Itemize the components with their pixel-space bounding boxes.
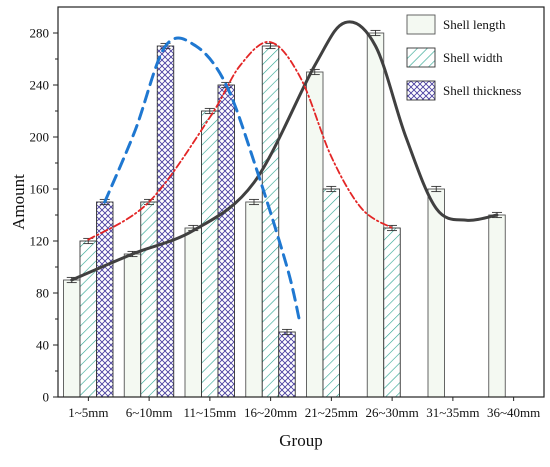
legend-label: Shell thickness (443, 83, 521, 98)
x-tick-label: 21~25mm (305, 405, 358, 420)
bar-shell-length-0 (63, 279, 81, 398)
legend-item-shell-thickness: Shell thickness (406, 80, 521, 101)
bar-shell-length-6 (427, 188, 445, 398)
x-tick-label: 36~40mm (487, 405, 540, 420)
legend-label: Shell length (443, 17, 506, 32)
x-tick-label: 6~10mm (126, 405, 173, 420)
bar-shell-length-1 (123, 253, 142, 398)
axes-layer: 0 40 80 120 160 200 240 280 1~5mm 6~10mm 11~15mm 16… (9, 6, 545, 450)
x-axis-title: Group (279, 431, 322, 450)
y-tick-label: 80 (36, 286, 49, 301)
plot-frame (57, 6, 545, 398)
y-axis-title: Amount (9, 174, 28, 230)
bar-shell-thickness-1 (156, 45, 175, 398)
bar-shell-length-2 (184, 227, 202, 398)
x-tick-label: 26~30mm (365, 405, 418, 420)
bar-shell-width-1 (140, 201, 158, 398)
fit-curve-shell-length (70, 20, 499, 282)
bar-shell-length-7 (488, 214, 506, 398)
x-tick-label: 1~5mm (68, 405, 108, 420)
x-tick-label: 16~20mm (244, 405, 297, 420)
x-tick-label: 31~35mm (426, 405, 479, 420)
error-bar (282, 328, 292, 336)
error-bar (431, 185, 442, 193)
legend-swatch (406, 80, 436, 101)
bar-shell-width-0 (79, 240, 97, 398)
bar-shell-width-3 (261, 45, 280, 398)
legend-item-shell-width: Shell width (406, 47, 503, 68)
legend-label: Shell width (443, 50, 503, 65)
fit-curves-layer (70, 20, 499, 321)
bar-shell-width-2 (201, 110, 219, 398)
bar-shell-width-4 (322, 188, 340, 398)
error-bar (249, 198, 259, 206)
y-tick-label: 40 (36, 338, 49, 353)
bar-shell-length-3 (245, 201, 263, 398)
legend-swatch (406, 14, 436, 35)
legend-swatch (406, 47, 436, 68)
y-tick-label: 120 (30, 234, 50, 249)
y-tick-label: 240 (30, 78, 50, 93)
error-bar (370, 29, 381, 37)
bars-layer (63, 29, 506, 398)
y-tick-label: 0 (43, 390, 50, 405)
bar-shell-length-4 (306, 71, 324, 398)
y-tick-label: 280 (30, 26, 50, 41)
legend: Shell length Shell width Shell thickness (406, 14, 521, 101)
bar-shell-width-5 (383, 227, 401, 398)
y-tick-label: 200 (30, 130, 50, 145)
x-tick-label: 11~15mm (183, 405, 236, 420)
y-tick-label: 160 (30, 182, 50, 197)
fit-curve-shell-width (87, 41, 393, 241)
legend-item-shell-length: Shell length (406, 14, 506, 35)
bar-shell-thickness-2 (217, 84, 235, 398)
error-bar (326, 185, 337, 193)
bar-shell-thickness-3 (278, 331, 296, 398)
